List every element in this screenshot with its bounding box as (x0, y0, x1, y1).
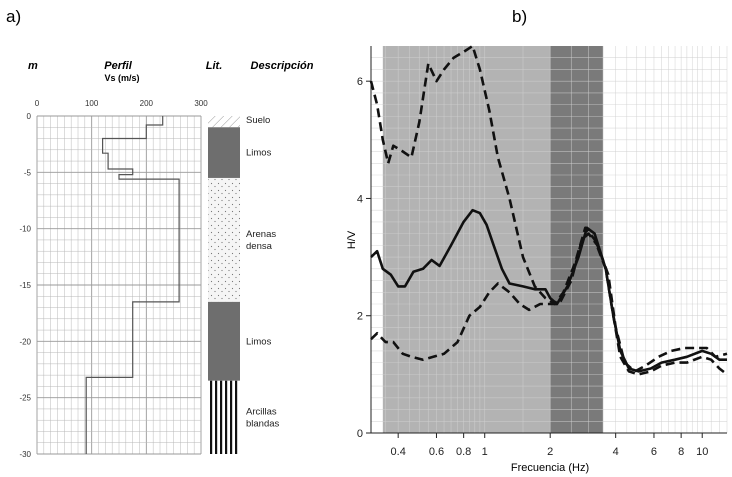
x-tick-label: 10 (696, 446, 708, 458)
y-tick-label: -25 (19, 394, 31, 403)
lithology-description: Arcillas (246, 406, 277, 417)
profile-grid (36, 115, 202, 455)
lithology-description: blandas (246, 418, 280, 429)
x-tick-label: 100 (85, 99, 99, 108)
hv-solid-line (370, 208, 727, 373)
lithology-layer (208, 116, 240, 128)
lithology-header: Lit. (206, 60, 223, 72)
vs-profile-series (85, 116, 180, 454)
hv-grid (366, 46, 728, 438)
panel-a-depth-profile: a) m Perfil Vs (m/s) Lit. Descripción 0 1… (6, 7, 314, 459)
profile-tick-labels: 0 100 200 300 0 -5 -10 -15 -20 -25 -30 (19, 99, 208, 459)
x-tick-label: 200 (140, 99, 154, 108)
frequency-bands (382, 46, 604, 433)
lithology-layer (208, 380, 240, 454)
hv-dashed-line (370, 232, 728, 373)
lithology-description: Suelo (246, 115, 270, 126)
y-tick-label: 4 (357, 193, 363, 205)
x-tick-label: 0.8 (456, 446, 471, 458)
x-tick-label: 8 (678, 446, 684, 458)
panel-a-label: a) (6, 7, 21, 26)
x-axis-label: Frecuencia (Hz) (511, 462, 589, 474)
lithology-layer (208, 177, 240, 302)
depth-header: m (28, 60, 38, 72)
hv-dashed-line (369, 44, 728, 376)
lithology-layer (208, 127, 240, 178)
x-tick-label: 0.4 (391, 446, 406, 458)
hv-tick-labels: 0.4 0.6 0.8 1 2 4 6 8 10 0 2 4 6 (357, 76, 708, 458)
panel-b-hv-spectrum: b) 0.4 0.6 0.8 1 2 4 6 8 10 0 2 4 6 H/V Frecuencia (… (346, 7, 728, 474)
frequency-band (382, 46, 551, 433)
y-tick-label: -30 (19, 450, 31, 459)
x-tick-label: 4 (613, 446, 619, 458)
x-tick-label: 0.6 (429, 446, 444, 458)
profile-header: Perfil (104, 60, 132, 72)
x-tick-label: 6 (651, 446, 657, 458)
y-tick-label: 0 (357, 428, 363, 440)
hv-series (369, 44, 728, 376)
y-tick-label: -10 (19, 225, 31, 234)
y-tick-label: -5 (24, 168, 32, 177)
description-header: Descripción (251, 60, 314, 72)
y-tick-label: -15 (19, 281, 31, 290)
y-axis-label: H/V (346, 230, 358, 249)
y-tick-label: 6 (357, 76, 363, 88)
lithology-layer (208, 301, 240, 381)
x-tick-label: 2 (547, 446, 553, 458)
profile-unit-label: Vs (m/s) (104, 73, 139, 83)
y-tick-label: -20 (19, 337, 31, 346)
x-tick-label: 300 (194, 99, 208, 108)
y-tick-label: 0 (27, 112, 32, 121)
panel-b-label: b) (512, 7, 527, 26)
lithology-description: Limos (246, 148, 272, 159)
vs-profile-line (85, 116, 180, 454)
y-tick-label: 2 (357, 311, 363, 323)
lithology-description: Arenas (246, 229, 276, 240)
lithology-description: densa (246, 241, 273, 252)
x-tick-label: 1 (482, 446, 488, 458)
lithology-description: Limos (246, 336, 272, 347)
x-tick-label: 0 (35, 99, 40, 108)
